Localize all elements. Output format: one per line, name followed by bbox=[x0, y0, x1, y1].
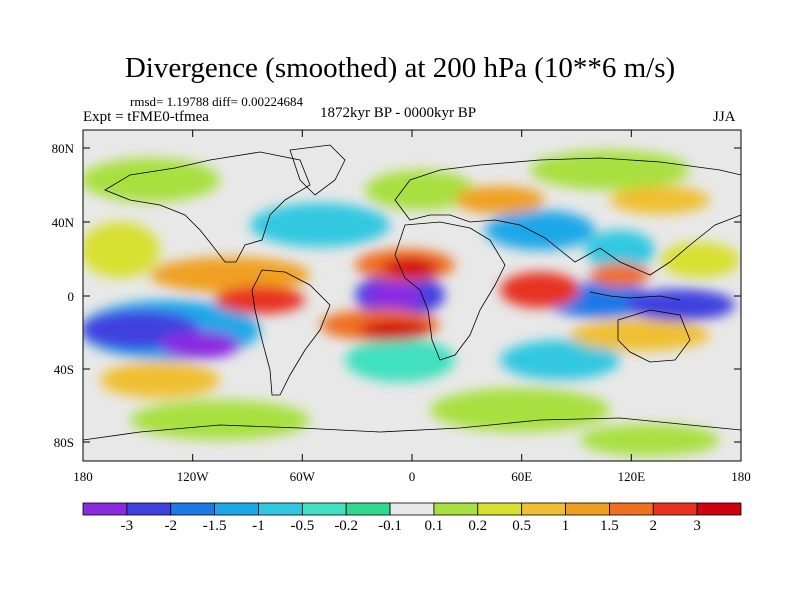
colorbar-box bbox=[345, 502, 391, 516]
colorbar-box bbox=[170, 502, 216, 516]
coast-antarctica bbox=[83, 417, 741, 441]
colorbar-label: 3 bbox=[693, 518, 701, 534]
y-tick-label-40n: 40N bbox=[51, 215, 74, 230]
field-blob bbox=[215, 286, 305, 314]
colorbar-box bbox=[433, 502, 479, 516]
coast-africa bbox=[394, 221, 506, 361]
x-tick-marks bbox=[82, 130, 742, 461]
coast-south-america bbox=[251, 269, 331, 396]
field-blob bbox=[500, 340, 620, 380]
field-blob bbox=[150, 257, 310, 293]
field-blob bbox=[365, 170, 475, 210]
x-tick-label-120e: 120E bbox=[617, 469, 646, 484]
field-blob bbox=[580, 424, 720, 456]
field-blob bbox=[83, 222, 160, 278]
field-blob bbox=[250, 203, 390, 247]
field-blob bbox=[130, 400, 310, 440]
x-tick-label-180e: 180 bbox=[731, 469, 751, 484]
colorbar-label: 2 bbox=[649, 518, 658, 534]
y-tick-label-0: 0 bbox=[67, 289, 75, 304]
field-blob bbox=[83, 158, 220, 202]
coast-indonesia bbox=[589, 291, 681, 301]
x-tick-label-60e: 60E bbox=[511, 469, 533, 484]
field-blob bbox=[570, 319, 710, 351]
period-label: 1872kyr BP - 0000kyr BP bbox=[320, 105, 477, 121]
field-blob bbox=[625, 289, 735, 321]
coastlines bbox=[83, 144, 741, 441]
field-blob bbox=[100, 362, 220, 398]
y-tick-label-80n: 80N bbox=[51, 141, 74, 156]
x-tick-label-120w: 120W bbox=[176, 469, 209, 484]
divergence-field bbox=[83, 150, 740, 456]
field-blob bbox=[660, 242, 740, 278]
field-blob bbox=[345, 338, 455, 382]
colorbar-box bbox=[652, 502, 698, 516]
map-title: Divergence (smoothed) at 200 hPa (10**6 … bbox=[124, 52, 676, 84]
y-tick-marks bbox=[83, 147, 741, 443]
field-blob bbox=[610, 186, 710, 214]
colorbar-box bbox=[389, 502, 435, 516]
x-tick-label-60w: 60W bbox=[289, 469, 315, 484]
y-tick-label-40s: 40S bbox=[53, 362, 74, 377]
colorbar-box bbox=[521, 502, 566, 516]
colorbar-label: 0.1 bbox=[424, 518, 444, 534]
field-blob bbox=[382, 258, 438, 278]
field-blob bbox=[500, 272, 580, 308]
colorbar-label: -0.1 bbox=[378, 518, 402, 534]
field-blob bbox=[590, 263, 650, 287]
stats-text: rmsd= 1.19788 diff= 0.00224684 bbox=[130, 94, 303, 109]
colorbar-box bbox=[609, 502, 654, 516]
colorbar-label: 1.5 bbox=[600, 518, 619, 534]
colorbar-label: 0.5 bbox=[512, 518, 532, 534]
colorbar-box bbox=[214, 502, 259, 516]
colorbar-label: -2 bbox=[164, 518, 177, 534]
field-blob bbox=[360, 320, 430, 340]
field-blob bbox=[455, 186, 545, 214]
x-tick-label-180w: 180 bbox=[73, 469, 93, 484]
y-tick-label-80s: 80S bbox=[53, 435, 74, 450]
colorbar-box bbox=[126, 502, 172, 516]
colorbar-box bbox=[82, 502, 128, 516]
field-blob bbox=[160, 331, 240, 359]
colorbar-label: -0.5 bbox=[290, 518, 315, 534]
colorbar bbox=[82, 502, 742, 516]
colorbar-label: -0.2 bbox=[334, 518, 359, 534]
experiment-label: Expt = tFME0-tfmea bbox=[83, 109, 209, 125]
colorbar-box bbox=[301, 502, 347, 516]
coast-australia bbox=[617, 309, 691, 363]
coast-north-america bbox=[104, 151, 311, 263]
field-blob bbox=[485, 210, 595, 250]
colorbar-box bbox=[696, 502, 742, 516]
colorbar-label: -3 bbox=[120, 518, 134, 534]
colorbar-label: -1.5 bbox=[202, 518, 227, 534]
colorbar-box bbox=[565, 502, 610, 516]
field-blob bbox=[367, 281, 423, 309]
coast-greenland bbox=[289, 144, 346, 196]
colorbar-box bbox=[258, 502, 303, 516]
field-blob bbox=[585, 230, 655, 270]
colorbar-label: -1 bbox=[252, 518, 265, 534]
colorbar-label: 0.2 bbox=[468, 518, 488, 534]
colorbar-box bbox=[477, 502, 523, 516]
coast-eurasia bbox=[394, 157, 741, 276]
field-blob bbox=[430, 388, 610, 432]
x-tick-label-0: 0 bbox=[408, 469, 416, 484]
season-label: JJA bbox=[713, 109, 736, 125]
colorbar-label: 1 bbox=[561, 518, 570, 534]
field-blob bbox=[530, 150, 690, 190]
